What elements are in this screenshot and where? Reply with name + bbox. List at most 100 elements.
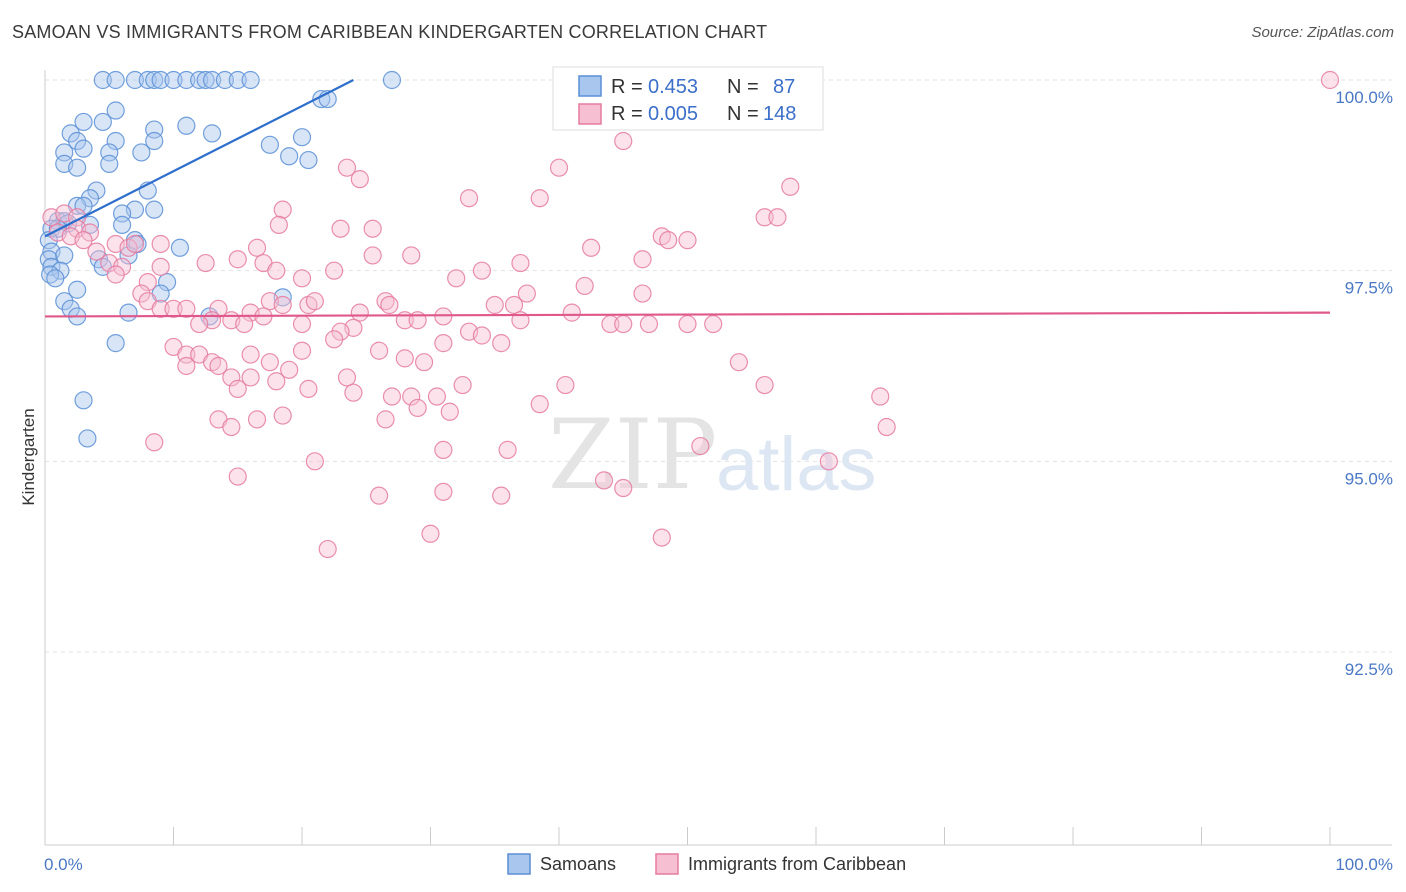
caribbean-point-114 <box>382 387 402 406</box>
caribbean-point-77 <box>190 314 209 334</box>
caribbean-point-82 <box>614 314 633 334</box>
caribbean-point-125 <box>145 433 164 452</box>
caribbean-point-119 <box>530 395 549 414</box>
caribbean-point-135 <box>819 452 838 471</box>
y-tick-label-3: 100.0% <box>1335 88 1393 107</box>
caribbean-point-34 <box>228 250 247 269</box>
caribbean-point-25 <box>678 231 697 250</box>
caribbean-point-29 <box>151 234 170 254</box>
samoans-point-17 <box>106 101 125 120</box>
caribbean-point-116 <box>427 387 447 406</box>
caribbean-point-69 <box>350 303 369 322</box>
caribbean-point-103 <box>209 356 228 376</box>
caribbean-point-139 <box>877 417 896 437</box>
caribbean-point-84 <box>678 314 697 334</box>
caribbean-point-51 <box>517 284 536 303</box>
caribbean-point-62 <box>504 295 524 315</box>
caribbean-point-85 <box>704 314 723 334</box>
caribbean-point-66 <box>209 299 228 318</box>
y-tick-label-2: 97.5% <box>1345 279 1393 298</box>
stats-legend-r-value-1: 0.005 <box>648 103 698 125</box>
caribbean-point-58 <box>305 292 324 311</box>
stats-legend: R = 0.453 N = 87 R = 0.005 N = 148 <box>552 66 824 131</box>
samoans-point-14 <box>382 70 402 90</box>
caribbean-point-60 <box>380 295 399 315</box>
caribbean-point-0 <box>1320 70 1340 90</box>
samoans-point-42 <box>74 196 93 215</box>
samoans-point-5 <box>151 70 170 90</box>
samoans-point-18 <box>74 112 93 132</box>
axes <box>44 70 1392 846</box>
samoans-point-13 <box>241 70 260 90</box>
watermark: ZIP atlas <box>548 399 877 511</box>
caribbean-point-88 <box>472 326 491 345</box>
caribbean-point-31 <box>87 242 106 261</box>
samoans-point-78 <box>78 429 97 448</box>
stats-legend-r-label-1: R = <box>611 103 643 125</box>
caribbean-point-110 <box>299 379 318 398</box>
caribbean-point-11 <box>768 208 787 227</box>
caribbean-point-127 <box>498 440 517 459</box>
caribbean-point-65 <box>177 299 196 318</box>
caribbean-point-56 <box>273 295 292 315</box>
caribbean-point-45 <box>472 261 491 280</box>
caribbean-point-137 <box>755 375 774 395</box>
samoans-point-24 <box>292 128 312 147</box>
caribbean-point-21 <box>80 223 100 242</box>
caribbean-point-131 <box>434 482 453 501</box>
caribbean-point-47 <box>106 265 125 284</box>
samoans-point-38 <box>87 181 106 200</box>
samoans-point-19 <box>93 112 112 132</box>
samoans-trend-line <box>44 79 354 238</box>
caribbean-point-143 <box>691 436 710 456</box>
caribbean-point-140 <box>421 524 440 543</box>
samoans-point-27 <box>145 131 164 151</box>
caribbean-point-79 <box>292 314 312 334</box>
caribbean-point-3 <box>549 158 569 177</box>
caribbean-point-93 <box>434 334 453 353</box>
samoans-point-11 <box>215 70 234 90</box>
samoans-point-26 <box>106 131 125 151</box>
x-tick-label-1: 100.0% <box>1335 855 1393 874</box>
samoans-point-28 <box>260 135 279 154</box>
y-tick-label-1: 95.0% <box>1345 469 1393 488</box>
samoans-point-62 <box>42 257 61 276</box>
caribbean-point-37 <box>633 250 652 269</box>
samoans-point-77 <box>74 391 93 410</box>
caribbean-point-121 <box>273 406 292 425</box>
stats-legend-r-value-0: 0.453 <box>648 76 698 98</box>
caribbean-point-124 <box>376 410 395 429</box>
caribbean-point-9 <box>273 200 292 219</box>
legend-swatch-caribbean <box>655 853 679 875</box>
caribbean-point-112 <box>556 375 575 395</box>
caribbean-point-18 <box>363 219 382 238</box>
caribbean-point-107 <box>267 372 286 391</box>
caribbean-point-123 <box>222 417 241 437</box>
legend-label-samoans: Samoans <box>540 854 616 874</box>
caribbean-point-5 <box>350 170 369 189</box>
y-tick-label-0: 92.5% <box>1345 660 1393 679</box>
caribbean-point-46 <box>292 269 312 288</box>
samoans-point-1 <box>106 70 125 90</box>
samoans-point-4 <box>145 70 164 90</box>
caribbean-point-129 <box>370 486 389 505</box>
caribbean-point-100 <box>395 349 414 368</box>
caribbean-point-113 <box>344 383 363 402</box>
samoans-point-6 <box>164 70 183 90</box>
samoans-point-0 <box>93 70 112 90</box>
caribbean-point-50 <box>575 276 594 296</box>
y-tick-labels: 92.5% 95.0% 97.5% 100.0% <box>1335 88 1393 679</box>
caribbean-point-122 <box>247 410 267 429</box>
caribbean-point-86 <box>331 322 350 341</box>
caribbean-point-134 <box>614 478 633 498</box>
caribbean-point-10 <box>755 208 774 227</box>
stats-legend-r-label-0: R = <box>611 76 643 98</box>
caribbean-point-101 <box>414 353 434 372</box>
caribbean-point-141 <box>652 528 671 547</box>
samoans-point-33 <box>280 147 299 166</box>
caribbean-point-52 <box>633 284 652 303</box>
caribbean-point-78 <box>235 314 254 334</box>
caribbean-point-109 <box>228 379 247 398</box>
caribbean-point-15 <box>269 215 288 235</box>
